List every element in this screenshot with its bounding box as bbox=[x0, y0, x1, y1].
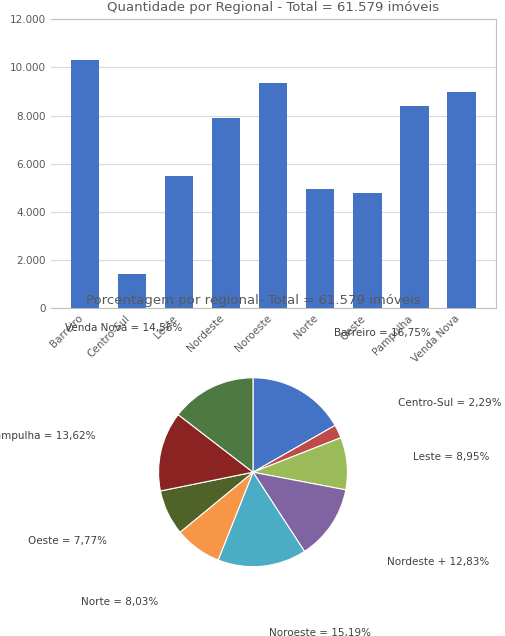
Bar bbox=[306, 189, 334, 308]
Bar bbox=[399, 106, 428, 308]
Wedge shape bbox=[218, 472, 304, 567]
Title: Quantidade por Regional - Total = 61.579 imóveis: Quantidade por Regional - Total = 61.579… bbox=[107, 1, 438, 14]
Wedge shape bbox=[160, 472, 252, 532]
Text: Venda Nova = 14,56%: Venda Nova = 14,56% bbox=[65, 322, 181, 333]
Wedge shape bbox=[252, 438, 347, 490]
Bar bbox=[212, 118, 240, 308]
Text: Norte = 8,03%: Norte = 8,03% bbox=[81, 597, 158, 607]
Text: Centro-Sul = 2,29%: Centro-Sul = 2,29% bbox=[397, 398, 501, 408]
Bar bbox=[446, 92, 475, 308]
Wedge shape bbox=[252, 425, 340, 472]
Wedge shape bbox=[252, 378, 334, 472]
Bar bbox=[71, 60, 99, 308]
Bar bbox=[118, 275, 146, 308]
Text: Pampulha = 13,62%: Pampulha = 13,62% bbox=[0, 431, 96, 441]
Bar bbox=[259, 83, 287, 308]
Wedge shape bbox=[158, 415, 252, 491]
Wedge shape bbox=[180, 472, 252, 560]
Text: Barreiro = 16,75%: Barreiro = 16,75% bbox=[333, 328, 430, 338]
Bar bbox=[352, 193, 381, 308]
Text: Leste = 8,95%: Leste = 8,95% bbox=[413, 452, 489, 462]
Wedge shape bbox=[178, 378, 252, 472]
Text: Noroeste = 15,19%: Noroeste = 15,19% bbox=[269, 628, 370, 636]
Title: Porcentagem por regional- Total = 61.579 imóveis: Porcentagem por regional- Total = 61.579… bbox=[85, 294, 420, 307]
Wedge shape bbox=[252, 472, 345, 551]
Text: Nordeste + 12,83%: Nordeste + 12,83% bbox=[386, 557, 488, 567]
Text: Oeste = 7,77%: Oeste = 7,77% bbox=[28, 537, 107, 546]
Bar bbox=[165, 176, 193, 308]
